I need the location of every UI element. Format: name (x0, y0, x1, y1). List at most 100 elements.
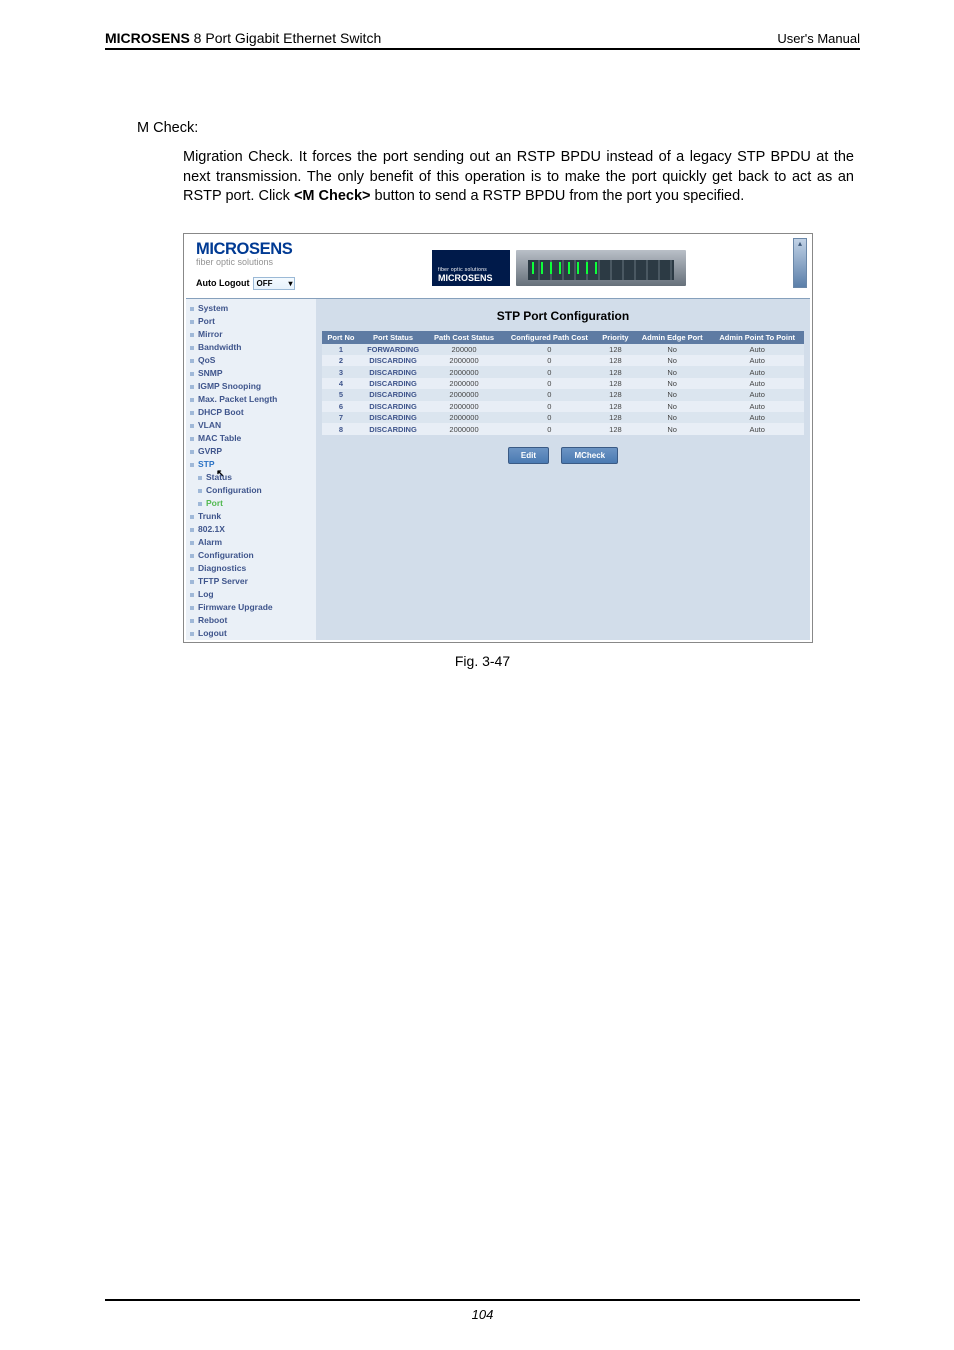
scroll-up-icon[interactable]: ▴ (793, 238, 807, 288)
table-cell: 6 (322, 401, 360, 412)
table-cell: 2000000 (426, 366, 502, 377)
table-cell: Auto (710, 401, 804, 412)
body-post: button to send a RSTP BPDU from the port… (371, 188, 745, 204)
table-cell: 128 (597, 344, 634, 355)
table-cell: DISCARDING (360, 355, 426, 366)
auto-logout-select[interactable]: OFF ▾ (253, 277, 295, 290)
table-cell: Auto (710, 355, 804, 366)
header-right: User's Manual (777, 31, 860, 46)
table-cell: 128 (597, 355, 634, 366)
table-row[interactable]: 2DISCARDING20000000128NoAuto (322, 355, 804, 366)
auto-logout-row: Auto Logout OFF ▾ (196, 277, 374, 290)
table-cell: DISCARDING (360, 389, 426, 400)
page-footer: 104 (105, 1299, 860, 1322)
sidebar-item-max-packet-length[interactable]: Max. Packet Length (186, 393, 316, 406)
table-cell: No (634, 412, 711, 423)
screenshot-header-bar: MICROSENS fiber optic solutions Auto Log… (186, 236, 810, 298)
sidebar-item-reboot[interactable]: Reboot (186, 614, 316, 627)
table-cell: 128 (597, 366, 634, 377)
sidebar-item-log[interactable]: Log (186, 588, 316, 601)
sidebar-item-firmware-upgrade[interactable]: Firmware Upgrade (186, 601, 316, 614)
sidebar-item-vlan[interactable]: VLAN (186, 419, 316, 432)
main-panel: STP Port Configuration Port NoPort Statu… (316, 299, 810, 640)
table-cell: 200000 (426, 344, 502, 355)
column-header: Path Cost Status (426, 331, 502, 344)
header-left: MICROSENS 8 Port Gigabit Ethernet Switch (105, 30, 381, 46)
table-cell: 0 (502, 355, 597, 366)
table-cell: 2000000 (426, 389, 502, 400)
column-header: Port No (322, 331, 360, 344)
table-row[interactable]: 7DISCARDING20000000128NoAuto (322, 412, 804, 423)
table-cell: 8 (322, 423, 360, 434)
edit-button[interactable]: Edit (508, 447, 549, 464)
sidebar-item-diagnostics[interactable]: Diagnostics (186, 562, 316, 575)
sidebar-item-configuration[interactable]: Configuration (186, 549, 316, 562)
table-cell: Auto (710, 412, 804, 423)
sidebar-item-mac-table[interactable]: MAC Table (186, 432, 316, 445)
table-cell: 7 (322, 412, 360, 423)
table-cell: 4 (322, 378, 360, 389)
table-cell: 2000000 (426, 378, 502, 389)
table-cell: Auto (710, 344, 804, 355)
table-cell: 128 (597, 412, 634, 423)
sidebar-item-system[interactable]: System (186, 302, 316, 315)
table-cell: No (634, 355, 711, 366)
sidebar-item-dhcp-boot[interactable]: DHCP Boot (186, 406, 316, 419)
sidebar-item-port[interactable]: Port (186, 497, 316, 510)
table-cell: 1 (322, 344, 360, 355)
table-row[interactable]: 3DISCARDING20000000128NoAuto (322, 366, 804, 377)
table-cell: 2 (322, 355, 360, 366)
table-cell: No (634, 344, 711, 355)
header-brand: MICROSENS (105, 30, 190, 46)
table-row[interactable]: 5DISCARDING20000000128NoAuto (322, 389, 804, 400)
sidebar-item-bandwidth[interactable]: Bandwidth (186, 341, 316, 354)
sidebar-item-gvrp[interactable]: GVRP (186, 445, 316, 458)
sidebar-item-802-1x[interactable]: 802.1X (186, 523, 316, 536)
table-cell: DISCARDING (360, 412, 426, 423)
page-number: 104 (472, 1307, 494, 1322)
sidebar-item-trunk[interactable]: Trunk (186, 510, 316, 523)
sidebar-item-igmp-snooping[interactable]: IGMP Snooping (186, 380, 316, 393)
column-header: Port Status (360, 331, 426, 344)
table-row[interactable]: 6DISCARDING20000000128NoAuto (322, 401, 804, 412)
table-cell: 128 (597, 423, 634, 434)
sidebar-item-tftp-server[interactable]: TFTP Server (186, 575, 316, 588)
sidebar-item-alarm[interactable]: Alarm (186, 536, 316, 549)
table-cell: Auto (710, 366, 804, 377)
auto-logout-label: Auto Logout (196, 278, 249, 288)
table-row[interactable]: 1FORWARDING2000000128NoAuto (322, 344, 804, 355)
sidebar-item-mirror[interactable]: Mirror (186, 328, 316, 341)
sidebar-item-port[interactable]: Port (186, 315, 316, 328)
table-cell: DISCARDING (360, 423, 426, 434)
sidebar-item-status[interactable]: Status (186, 471, 316, 484)
table-row[interactable]: 8DISCARDING20000000128NoAuto (322, 423, 804, 434)
section-label: M Check: (137, 120, 860, 136)
table-cell: 5 (322, 389, 360, 400)
header-title: 8 Port Gigabit Ethernet Switch (190, 30, 381, 46)
column-header: Priority (597, 331, 634, 344)
sidebar-item-configuration[interactable]: Configuration (186, 484, 316, 497)
auto-logout-value: OFF (256, 279, 272, 288)
body-bold: <M Check> (294, 188, 371, 204)
table-cell: 0 (502, 412, 597, 423)
table-cell: 2000000 (426, 412, 502, 423)
embedded-screenshot: ▴ MICROSENS fiber optic solutions Auto L… (183, 233, 813, 643)
sidebar-item-stp[interactable]: STP (186, 458, 316, 471)
sidebar-item-qos[interactable]: QoS (186, 354, 316, 367)
sidebar-item-snmp[interactable]: SNMP (186, 367, 316, 380)
table-cell: Auto (710, 389, 804, 400)
table-row[interactable]: 4DISCARDING20000000128NoAuto (322, 378, 804, 389)
table-cell: 128 (597, 378, 634, 389)
table-cell: 0 (502, 344, 597, 355)
table-cell: No (634, 366, 711, 377)
table-cell: 0 (502, 366, 597, 377)
table-cell: FORWARDING (360, 344, 426, 355)
mcheck-button[interactable]: MCheck (561, 447, 618, 464)
table-cell: 2000000 (426, 401, 502, 412)
sidebar-item-logout[interactable]: Logout (186, 627, 316, 640)
table-cell: No (634, 378, 711, 389)
chevron-down-icon: ▾ (288, 279, 292, 288)
page-header: MICROSENS 8 Port Gigabit Ethernet Switch… (105, 30, 860, 50)
table-cell: No (634, 401, 711, 412)
table-cell: 0 (502, 389, 597, 400)
